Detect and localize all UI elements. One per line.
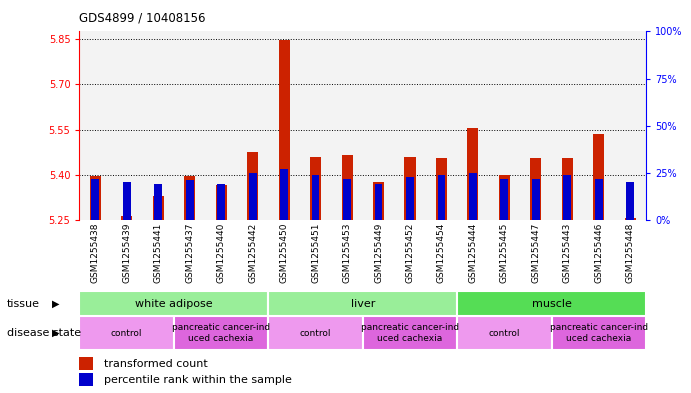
- Text: control: control: [300, 329, 331, 338]
- Bar: [499, 175, 510, 220]
- Text: tissue: tissue: [7, 299, 40, 309]
- Bar: [469, 173, 477, 220]
- Bar: [436, 158, 447, 220]
- Bar: [532, 178, 540, 220]
- Bar: [457, 291, 646, 316]
- Bar: [184, 176, 195, 220]
- Bar: [457, 316, 551, 350]
- Bar: [237, 31, 268, 220]
- Bar: [249, 173, 256, 220]
- Bar: [310, 157, 321, 220]
- Bar: [437, 175, 446, 220]
- Bar: [278, 40, 290, 220]
- Bar: [594, 134, 605, 220]
- Bar: [562, 158, 573, 220]
- Bar: [111, 31, 142, 220]
- Bar: [331, 31, 363, 220]
- Bar: [268, 291, 457, 316]
- Text: disease state: disease state: [7, 328, 81, 338]
- Bar: [174, 31, 205, 220]
- Bar: [154, 184, 162, 220]
- Bar: [174, 316, 268, 350]
- Bar: [121, 217, 132, 220]
- Text: ▶: ▶: [52, 299, 59, 309]
- Bar: [216, 185, 227, 220]
- Text: control: control: [489, 329, 520, 338]
- Bar: [341, 155, 352, 220]
- Bar: [142, 31, 174, 220]
- Bar: [406, 177, 414, 220]
- Bar: [404, 157, 415, 220]
- Text: pancreatic cancer-ind
uced cachexia: pancreatic cancer-ind uced cachexia: [361, 323, 459, 343]
- Bar: [520, 31, 551, 220]
- Bar: [79, 31, 111, 220]
- Bar: [217, 184, 225, 220]
- Text: percentile rank within the sample: percentile rank within the sample: [104, 375, 292, 385]
- Bar: [551, 31, 583, 220]
- Bar: [500, 178, 509, 220]
- Bar: [186, 180, 193, 220]
- Text: control: control: [111, 329, 142, 338]
- Bar: [79, 357, 93, 369]
- Bar: [426, 31, 457, 220]
- Bar: [312, 175, 319, 220]
- Bar: [268, 316, 363, 350]
- Bar: [467, 128, 478, 220]
- Bar: [625, 218, 636, 220]
- Bar: [627, 182, 634, 220]
- Bar: [373, 182, 384, 220]
- Bar: [457, 31, 489, 220]
- Bar: [551, 316, 646, 350]
- Text: pancreatic cancer-ind
uced cachexia: pancreatic cancer-ind uced cachexia: [172, 323, 270, 343]
- Text: ▶: ▶: [52, 328, 59, 338]
- Bar: [363, 316, 457, 350]
- Bar: [247, 152, 258, 220]
- Text: pancreatic cancer-ind
uced cachexia: pancreatic cancer-ind uced cachexia: [550, 323, 648, 343]
- Bar: [489, 31, 520, 220]
- Bar: [90, 176, 101, 220]
- Bar: [268, 31, 300, 220]
- Bar: [79, 373, 93, 386]
- Bar: [79, 316, 174, 350]
- Bar: [395, 31, 426, 220]
- Bar: [343, 178, 351, 220]
- Text: GDS4899 / 10408156: GDS4899 / 10408156: [79, 12, 206, 25]
- Text: transformed count: transformed count: [104, 359, 208, 369]
- Bar: [531, 158, 542, 220]
- Text: liver: liver: [350, 299, 375, 309]
- Bar: [123, 182, 131, 220]
- Bar: [363, 31, 395, 220]
- Bar: [205, 31, 237, 220]
- Bar: [563, 175, 571, 220]
- Bar: [583, 31, 614, 220]
- Bar: [375, 184, 382, 220]
- Bar: [614, 31, 646, 220]
- Text: white adipose: white adipose: [135, 299, 213, 309]
- Bar: [153, 196, 164, 220]
- Bar: [595, 178, 603, 220]
- Bar: [91, 178, 99, 220]
- Bar: [300, 31, 331, 220]
- Bar: [280, 169, 288, 220]
- Text: muscle: muscle: [531, 299, 571, 309]
- Bar: [79, 291, 268, 316]
